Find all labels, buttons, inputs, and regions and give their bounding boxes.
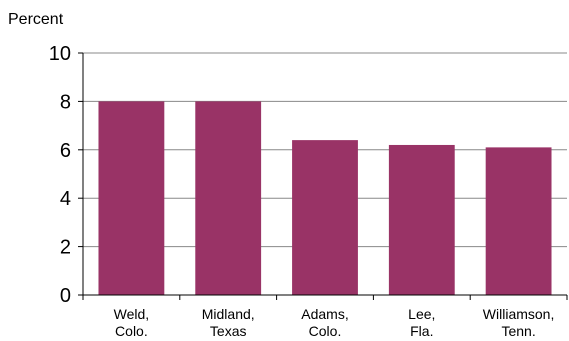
bar xyxy=(388,144,455,295)
x-tick-labels: Weld, Colo. Midland, Texas Adams, Colo. Lee, Fl… xyxy=(114,306,555,339)
x-tick-label: Williamson, Tenn. xyxy=(483,306,555,339)
y-tick-label: 6 xyxy=(60,140,71,162)
bar xyxy=(98,101,165,296)
y-tick-label: 2 xyxy=(60,237,71,259)
y-tick-label: 10 xyxy=(49,43,71,65)
bar xyxy=(485,147,552,295)
bar xyxy=(195,101,262,296)
y-axis-label: Percent xyxy=(8,11,64,28)
bar xyxy=(292,140,358,295)
x-tick-label: Lee, Fla. xyxy=(408,306,435,339)
y-tick-labels: 0 2 4 6 8 10 xyxy=(49,43,71,307)
bars xyxy=(98,101,552,296)
axes xyxy=(78,52,568,300)
x-tick-label: Weld, Colo. xyxy=(114,306,150,339)
x-tick-label: Midland, Texas xyxy=(202,306,255,339)
y-tick-label: 0 xyxy=(60,285,71,307)
y-tick-label: 8 xyxy=(60,91,71,113)
y-tick-label: 4 xyxy=(60,188,71,210)
x-tick-label: Adams, Colo. xyxy=(301,306,348,339)
